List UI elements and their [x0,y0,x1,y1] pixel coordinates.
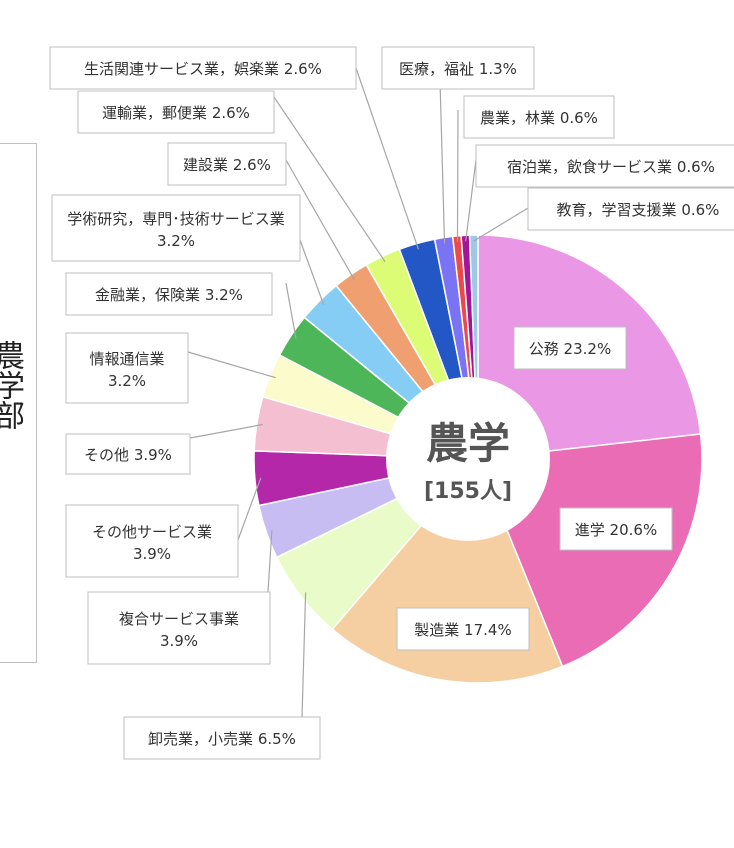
data-label-box [167,142,287,186]
data-label: 卸売業，小売業 6.5% [148,730,296,748]
data-label: 教育，学習支援業 0.6% [557,201,720,219]
leader-line [267,529,273,593]
data-label-box [123,716,321,760]
data-label: 情報通信業 3.2% [89,350,164,390]
leader-line [301,592,307,718]
leader-line [187,351,276,379]
data-label-box [527,187,734,231]
leader-line [237,477,262,541]
leader-line [285,159,355,280]
leader-line [285,282,297,340]
data-label: 農業，林業 0.6% [480,109,598,127]
data-label-box [65,504,239,578]
data-label: 医療，福祉 1.3% [399,60,517,78]
leader-line [355,67,420,250]
center-subtitle: [155人] [424,479,512,504]
data-label-box [49,46,357,90]
data-label-box [65,332,189,404]
data-label: 公務 23.2% [529,340,611,358]
data-label-box [513,326,627,370]
data-label: その他 3.9% [84,446,172,464]
data-label-box [51,194,301,262]
data-label: 生活関連サービス業，娯楽業 2.6% [84,60,322,78]
data-label: 学術研究，専門･技術サービス業 3.2% [67,210,285,250]
leader-line [456,109,459,242]
data-label: 進学 20.6% [575,521,657,539]
data-label-box [475,144,734,188]
leader-line [439,79,446,244]
data-label: 宿泊業，飲食サービス業 0.6% [507,158,715,176]
donut-hole [386,377,550,541]
data-label: 複合サービス事業 3.9% [119,610,239,650]
data-label: 製造業 17.4% [414,621,511,639]
data-label-box [77,90,275,134]
data-label-box [65,433,191,475]
data-label-box [559,507,673,551]
leader-line [465,159,477,242]
data-label: 運輸業，郵便業 2.6% [102,104,250,122]
leader-line [473,207,529,242]
side-label-box [0,143,37,663]
center-title: 農学 [426,419,510,468]
data-label-box [65,272,273,316]
data-label-box [463,95,615,139]
data-label: 建設業 2.6% [183,156,271,174]
leader-line [299,239,325,306]
data-label-box [87,591,271,665]
data-label-box [381,46,535,90]
data-label: その他サービス業 3.9% [92,523,212,563]
faculty-label: 農学部 [0,340,24,430]
data-label-box [396,607,530,651]
data-label: 金融業，保険業 3.2% [95,286,243,304]
leader-line [189,423,263,439]
leader-line [273,96,386,263]
